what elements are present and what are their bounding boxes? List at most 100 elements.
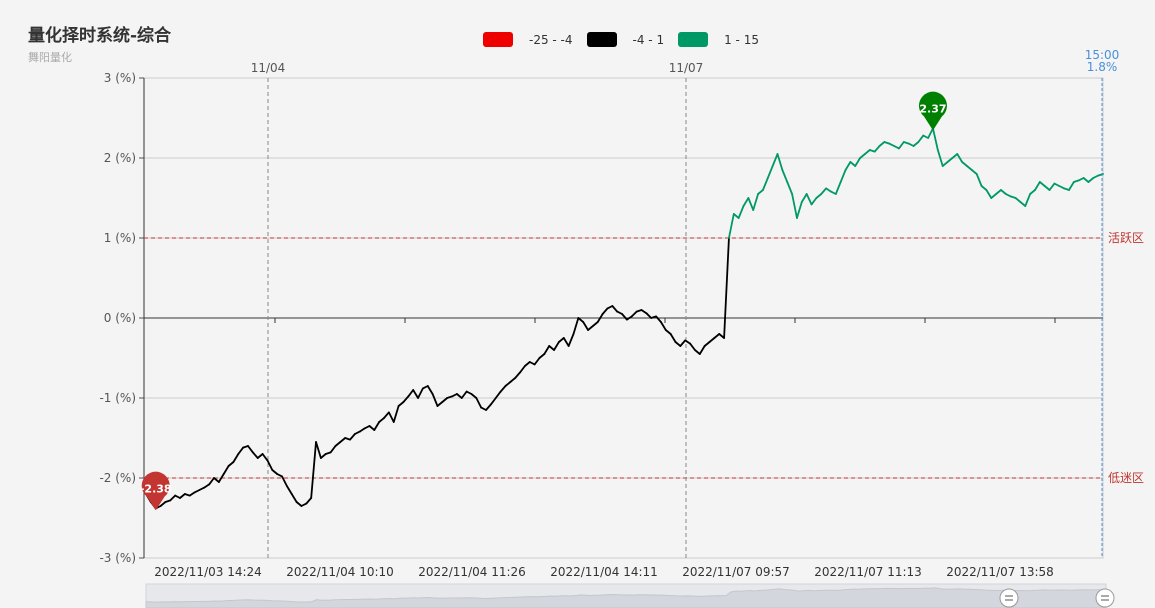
series-segment bbox=[421, 385, 429, 390]
series-segment bbox=[815, 193, 823, 199]
series-segment bbox=[805, 193, 813, 206]
series-segment bbox=[592, 321, 599, 327]
cursor-time-label: 15:00 bbox=[1085, 48, 1120, 62]
series-segment bbox=[898, 141, 905, 150]
series-segment bbox=[621, 313, 628, 321]
series-segment bbox=[762, 177, 769, 191]
series-segment bbox=[864, 149, 871, 155]
series-segment bbox=[261, 453, 269, 462]
series-segment bbox=[800, 193, 808, 203]
series-segment bbox=[358, 427, 366, 433]
series-segment bbox=[713, 333, 721, 339]
series-segment bbox=[582, 321, 589, 331]
series-segment bbox=[417, 387, 424, 399]
series-segment bbox=[766, 165, 774, 179]
series-segment bbox=[626, 315, 633, 321]
legend-item-low[interactable]: -25 - -4 bbox=[483, 32, 573, 47]
series-segment bbox=[645, 312, 653, 319]
series-segment bbox=[732, 213, 740, 219]
series-segment bbox=[1004, 193, 1012, 198]
x-tick-label: 2022/11/07 09:57 bbox=[682, 565, 790, 579]
series-segment bbox=[276, 473, 283, 478]
chart-subtitle: 舞阳量化 bbox=[28, 51, 72, 64]
series-segment bbox=[723, 237, 730, 339]
series-segment bbox=[237, 446, 245, 455]
x-tick-label: 2022/11/04 10:10 bbox=[286, 565, 394, 579]
y-tick-label: 2 (%) bbox=[104, 151, 136, 165]
legend-item-high[interactable]: 1 - 15 bbox=[678, 32, 759, 47]
series-segment bbox=[917, 134, 925, 143]
max-marker-label: 2.37 bbox=[919, 102, 946, 115]
x-tick-label: 2022/11/04 11:26 bbox=[418, 565, 526, 579]
x-tick-label: 2022/11/07 11:13 bbox=[814, 565, 922, 579]
series-segment bbox=[689, 342, 696, 351]
series-segment bbox=[970, 169, 978, 175]
series-segment bbox=[941, 161, 949, 167]
min-marker-label: -2.38 bbox=[140, 482, 172, 495]
series-segment bbox=[1019, 201, 1027, 207]
series-segment bbox=[198, 486, 206, 491]
series-segment bbox=[616, 310, 623, 315]
series-segment bbox=[514, 371, 521, 379]
series-segment bbox=[533, 357, 541, 366]
series-segment bbox=[567, 333, 575, 347]
series-segment bbox=[966, 165, 973, 171]
series-segment bbox=[387, 411, 395, 423]
max-marker[interactable] bbox=[918, 91, 947, 131]
series-segment bbox=[839, 169, 847, 183]
series-segment bbox=[363, 425, 371, 430]
series-segment bbox=[441, 397, 449, 403]
series-segment bbox=[985, 189, 993, 199]
series-segment bbox=[946, 157, 954, 163]
series-segment bbox=[426, 385, 434, 395]
series-segment bbox=[640, 309, 648, 315]
series-segment bbox=[373, 421, 381, 431]
series-segment bbox=[251, 451, 259, 459]
x-tick-label: 2022/11/03 14:24 bbox=[154, 565, 262, 579]
series-segment bbox=[310, 441, 317, 499]
series-segment bbox=[553, 341, 560, 351]
series-segment bbox=[791, 193, 798, 219]
series-segment bbox=[961, 161, 968, 167]
zoom-slider-preview bbox=[145, 587, 1107, 608]
series-segment bbox=[907, 142, 915, 147]
series-segment bbox=[742, 197, 750, 207]
series-segment bbox=[378, 417, 385, 423]
series-segment bbox=[1092, 174, 1100, 179]
series-segment bbox=[1014, 197, 1022, 203]
series-segment bbox=[285, 485, 293, 495]
series-segment bbox=[859, 153, 866, 159]
series-segment bbox=[1043, 185, 1051, 191]
series-segment bbox=[995, 189, 1002, 195]
series-segment bbox=[562, 337, 570, 347]
series-segment bbox=[431, 393, 439, 407]
min-marker[interactable] bbox=[141, 471, 170, 511]
series-segment bbox=[664, 329, 672, 335]
series-segment bbox=[227, 461, 235, 467]
series-segment bbox=[980, 185, 988, 191]
series-segment bbox=[737, 205, 745, 219]
series-segment bbox=[752, 193, 759, 211]
series-segment bbox=[1053, 182, 1061, 187]
series-segment bbox=[757, 189, 764, 195]
legend-item-mid[interactable]: -4 - 1 bbox=[586, 32, 664, 47]
series-segment bbox=[771, 153, 779, 167]
legend-swatch-low bbox=[483, 32, 513, 47]
series-segment bbox=[849, 161, 857, 167]
series-segment bbox=[159, 501, 167, 507]
series-segment bbox=[290, 493, 298, 503]
series-segment bbox=[281, 475, 288, 487]
series-segment bbox=[1058, 185, 1066, 190]
series-segment bbox=[353, 430, 361, 435]
series-segment bbox=[810, 197, 818, 206]
series-segment bbox=[392, 405, 400, 423]
zone-label: 活跃区 bbox=[1108, 231, 1144, 245]
series-segment bbox=[300, 502, 308, 507]
series-segment bbox=[203, 483, 211, 489]
zoom-handle-left[interactable] bbox=[999, 588, 1019, 608]
series-segment bbox=[932, 127, 939, 151]
zoom-handle-right[interactable] bbox=[1095, 588, 1115, 608]
series-segment bbox=[844, 161, 852, 171]
series-segment bbox=[349, 433, 356, 441]
series-segment bbox=[465, 390, 473, 395]
